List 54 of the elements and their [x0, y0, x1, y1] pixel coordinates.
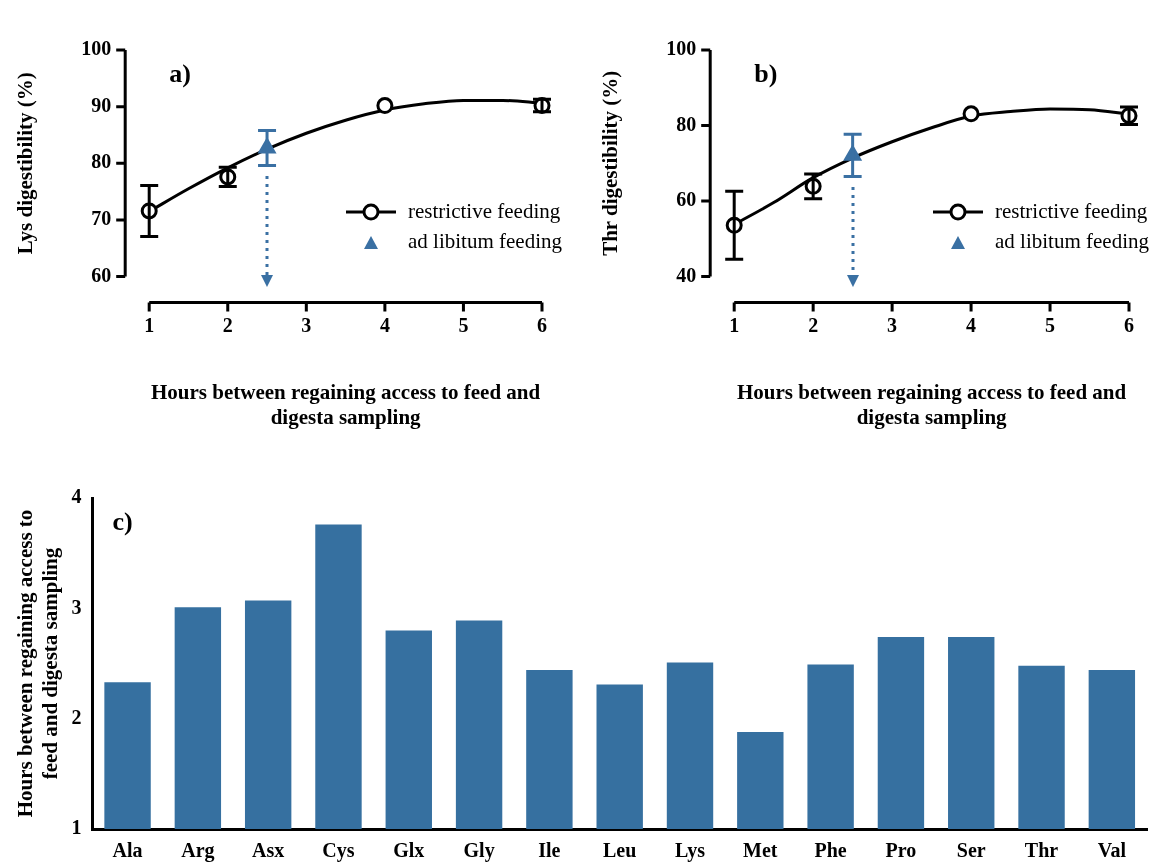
x-tick-label: 5 [1045, 313, 1056, 336]
x-tick-label: Pro [885, 839, 917, 862]
legend-label: restrictive feeding [408, 199, 561, 225]
legend-label: ad libitum feeding [408, 229, 562, 255]
x-tick-label: 1 [144, 313, 155, 336]
legend-label: ad libitum feeding [995, 229, 1149, 255]
x-tick-label: 2 [222, 313, 233, 336]
x-tick-label: Arg [181, 839, 215, 863]
x-tick-label: Leu [603, 839, 637, 862]
x-tick-label: Met [743, 839, 778, 862]
point [376, 97, 394, 115]
point [962, 105, 980, 123]
x-tick-label: 2 [808, 313, 819, 336]
y-tick-label: 100 [81, 37, 112, 60]
chart-title: b) [754, 58, 778, 88]
y-tick-label: 100 [666, 37, 697, 60]
chart-title: a) [169, 58, 191, 88]
x-tick-label: 4 [379, 313, 390, 336]
x-tick-label: Ser [956, 839, 986, 862]
y-tick-label: 60 [91, 263, 112, 286]
y-tick-label: 60 [676, 188, 697, 211]
y-tick-label: 1 [71, 816, 82, 839]
y-tick-label: 70 [91, 207, 112, 230]
x-tick-label: Thr [1024, 839, 1059, 862]
x-tick-label: 6 [537, 313, 547, 336]
y-tick-label: 3 [71, 595, 82, 618]
x-tick-label: 5 [458, 313, 469, 336]
x-axis-title: Hours between regaining access to feed and digesta sampling [150, 379, 541, 429]
chart-title: c) [112, 506, 133, 536]
x-tick-label: 6 [1124, 313, 1134, 336]
y-tick-label: 80 [676, 112, 697, 135]
x-tick-label: Lys [674, 839, 706, 863]
y-tick-label: 80 [91, 150, 112, 173]
x-tick-label: Ala [112, 839, 143, 862]
x-axis-title: Hours between regaining access to feed and digesta sampling [736, 379, 1127, 429]
x-tick-label: Cys [322, 839, 355, 863]
x-tick-label: 1 [729, 313, 740, 336]
y-axis-title: Thr digestibility (%) [598, 70, 623, 256]
x-tick-label: 4 [966, 313, 977, 336]
y-tick-label: 90 [91, 93, 112, 116]
y-tick-label: 4 [71, 485, 82, 508]
y-tick-label: 2 [71, 705, 82, 728]
x-tick-label: Val [1097, 839, 1127, 862]
x-tick-label: Gly [463, 839, 495, 863]
y-axis-title: Hours between regaining access to feed and digesta sampling [13, 509, 63, 818]
x-tick-label: Phe [814, 839, 847, 862]
x-tick-label: 3 [301, 313, 312, 336]
x-tick-label: Ile [538, 839, 561, 862]
legend-label: restrictive feeding [995, 199, 1148, 225]
x-tick-label: Glx [393, 839, 425, 862]
y-tick-label: 40 [676, 263, 697, 286]
y-axis-title: Lys digestibility (%) [13, 72, 38, 255]
x-tick-label: 3 [887, 313, 898, 336]
x-tick-label: Asx [252, 839, 285, 862]
